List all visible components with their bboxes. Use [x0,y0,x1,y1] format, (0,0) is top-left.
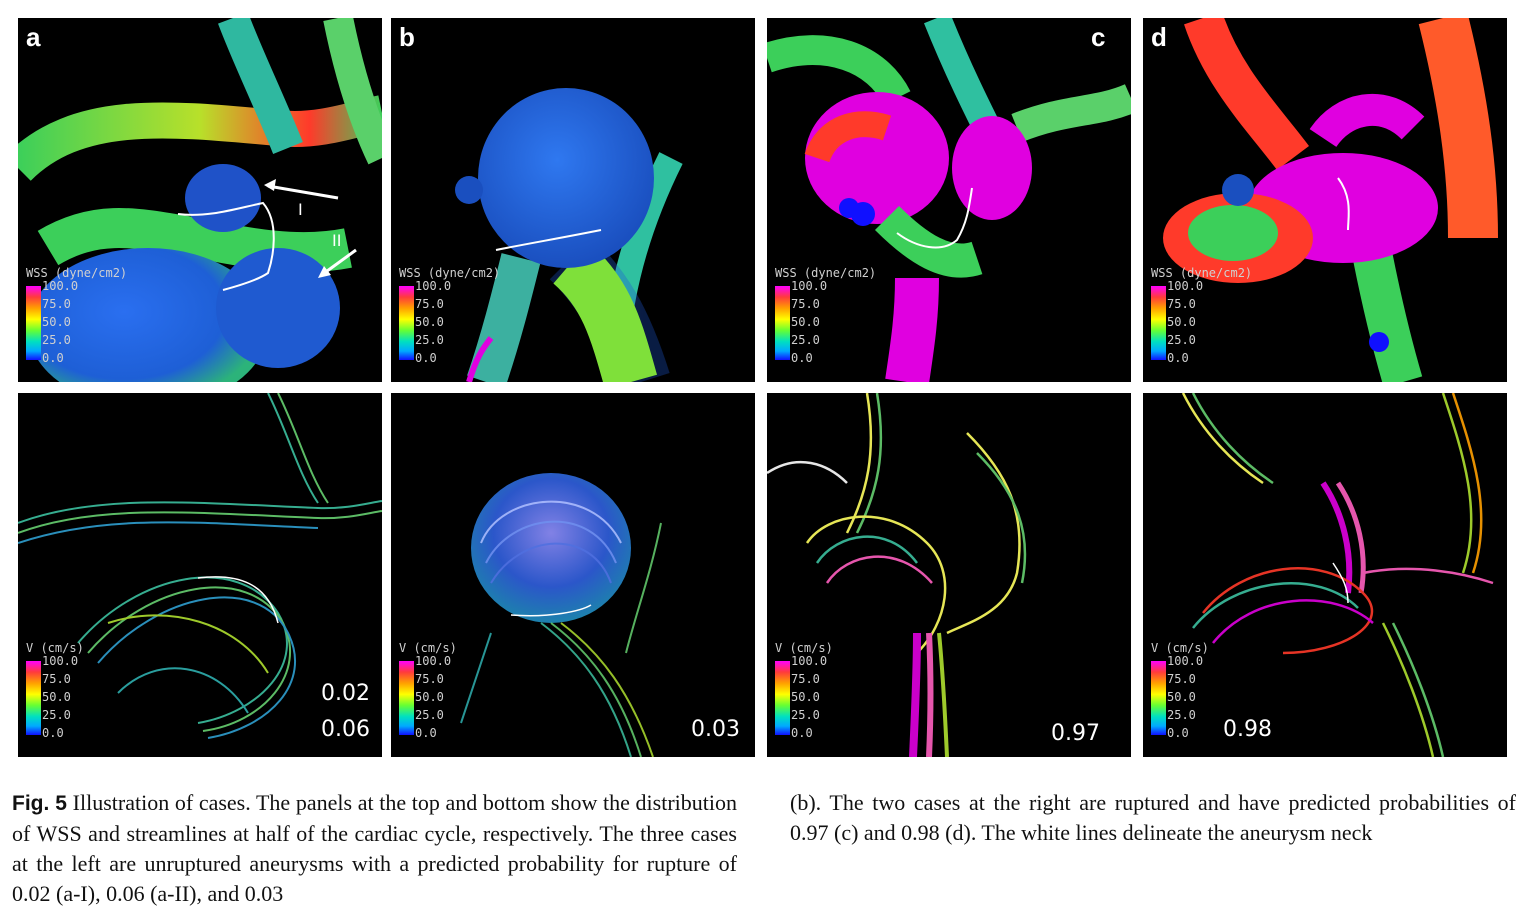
wss-render-b [455,88,683,382]
rupture-probability-a-I: 0.02 [321,681,370,706]
rupture-probability-c: 0.97 [1051,721,1100,746]
legend-title: V (cm/s) [1151,641,1209,655]
legend-tick: 25.0 [42,708,71,722]
legend-tick: 75.0 [42,297,71,311]
panel-letter: a [26,22,41,52]
rupture-probability-d: 0.98 [1223,717,1272,742]
colorbar [26,661,41,735]
legend-tick: 0.0 [791,351,813,365]
legend-tick: 75.0 [791,297,820,311]
legend-title: WSS (dyne/cm2) [399,266,501,280]
wss-render-a [18,18,382,382]
legend-tick: 0.0 [791,726,813,740]
legend-tick: 50.0 [1167,690,1196,704]
legend-tick: 75.0 [791,672,820,686]
wss-render-c [767,18,1131,382]
legend-tick: 100.0 [415,279,452,293]
legend-title: V (cm/s) [399,641,457,655]
caption-text: (b). The two cases at the right are rupt… [790,790,1516,845]
panel-letter: c [1091,22,1106,52]
panel-b-wss: b WSS (dyne/cm2) 100.0 75.0 50.0 25.0 0.… [391,18,755,382]
legend-tick: 0.0 [415,351,437,365]
streamline-render-a [18,393,382,739]
legend-tick: 25.0 [415,333,444,347]
streamline-render-d [1181,393,1494,757]
legend-tick: 100.0 [791,654,828,668]
legend-tick: 75.0 [42,672,71,686]
legend-tick: 0.0 [1167,726,1189,740]
legend-tick: 50.0 [42,315,71,329]
legend-title: WSS (dyne/cm2) [26,266,128,280]
figure-caption-right: (b). The two cases at the right are rupt… [790,788,1516,848]
legend-tick: 25.0 [791,333,820,347]
panel-a-streamlines: V (cm/s) 100.0 75.0 50.0 25.0 0.0 0.02 0… [18,393,382,757]
rupture-probability-b: 0.03 [691,717,740,742]
legend-tick: 100.0 [42,279,79,293]
legend-tick: 50.0 [791,690,820,704]
panel-c-streamlines: V (cm/s) 100.0 75.0 50.0 25.0 0.0 0.97 [767,393,1131,757]
arrow-label-II: II [332,231,342,250]
panel-c-wss: c WSS (dyne/cm2) 100.0 75.0 50.0 25.0 0.… [767,18,1131,382]
legend-tick: 50.0 [415,690,444,704]
legend-tick: 100.0 [1167,279,1204,293]
legend-tick: 75.0 [1167,672,1196,686]
legend-tick: 0.0 [415,726,437,740]
legend-tick: 0.0 [42,351,64,365]
legend-tick: 75.0 [415,297,444,311]
legend-tick: 50.0 [791,315,820,329]
figure-caption-left: Fig. 5 Illustration of cases. The panels… [12,788,737,909]
panel-a-wss: a I II WSS (dyne/cm2) 100.0 75.0 50.0 25… [18,18,382,382]
panel-letter: d [1151,22,1167,52]
panel-b-streamlines: V (cm/s) 100.0 75.0 50.0 25.0 0.0 0.03 [391,393,755,757]
legend-tick: 25.0 [415,708,444,722]
legend-tick: 25.0 [791,708,820,722]
legend-tick: 100.0 [415,654,452,668]
colorbar [775,286,790,360]
legend-tick: 25.0 [1167,708,1196,722]
streamline-render-b [460,473,662,757]
colorbar [399,661,414,735]
colorbar [1151,661,1166,735]
panel-letter: b [399,22,415,52]
legend-tick: 75.0 [415,672,444,686]
colorbar [26,286,41,360]
legend-tick: 75.0 [1167,297,1196,311]
legend-tick: 50.0 [1167,315,1196,329]
legend-tick: 0.0 [1167,351,1189,365]
panel-d-wss: d WSS (dyne/cm2) 100.0 75.0 50.0 25.0 0.… [1143,18,1507,382]
wss-render-d [1163,18,1498,382]
legend-tick: 50.0 [42,690,71,704]
arrow-label-I: I [298,200,303,219]
legend-title: WSS (dyne/cm2) [1151,266,1253,280]
panel-d-streamlines: V (cm/s) 100.0 75.0 50.0 25.0 0.0 0.98 [1143,393,1507,757]
legend-tick: 25.0 [42,333,71,347]
caption-text: Illustration of cases. The panels at the… [12,790,737,906]
colorbar [775,661,790,735]
legend-tick: 0.0 [42,726,64,740]
rupture-probability-a-II: 0.06 [321,717,370,742]
colorbar [1151,286,1166,360]
legend-tick: 100.0 [1167,654,1204,668]
legend-tick: 25.0 [1167,333,1196,347]
figure-label: Fig. 5 [12,792,67,815]
legend-tick: 100.0 [791,279,828,293]
legend-title: WSS (dyne/cm2) [775,266,877,280]
legend-tick: 50.0 [415,315,444,329]
legend-title: V (cm/s) [775,641,833,655]
streamline-render-c [767,393,1027,757]
legend-title: V (cm/s) [26,641,84,655]
legend-tick: 100.0 [42,654,79,668]
colorbar [399,286,414,360]
figure-5: a I II WSS (dyne/cm2) 100.0 75.0 50.0 25… [18,18,1507,757]
